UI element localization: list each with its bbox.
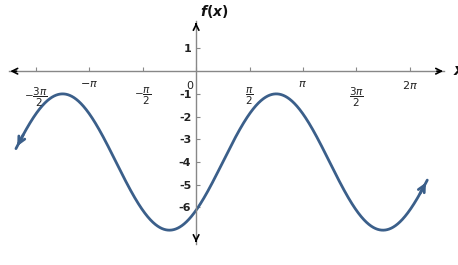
Text: $-\dfrac{\pi}{2}$: $-\dfrac{\pi}{2}$ <box>134 85 152 107</box>
Text: $\boldsymbol{x}$: $\boldsymbol{x}$ <box>453 63 458 78</box>
Text: $\pi$: $\pi$ <box>299 79 307 89</box>
Text: $2\pi$: $2\pi$ <box>402 79 418 91</box>
Text: $\dfrac{3\pi}{2}$: $\dfrac{3\pi}{2}$ <box>349 85 364 108</box>
Text: $\boldsymbol{f(x)}$: $\boldsymbol{f(x)}$ <box>200 3 229 20</box>
Text: $-\pi$: $-\pi$ <box>80 79 98 89</box>
Text: $-\dfrac{3\pi}{2}$: $-\dfrac{3\pi}{2}$ <box>24 85 48 108</box>
Text: $0$: $0$ <box>186 79 194 91</box>
Text: $\dfrac{\pi}{2}$: $\dfrac{\pi}{2}$ <box>245 85 254 107</box>
